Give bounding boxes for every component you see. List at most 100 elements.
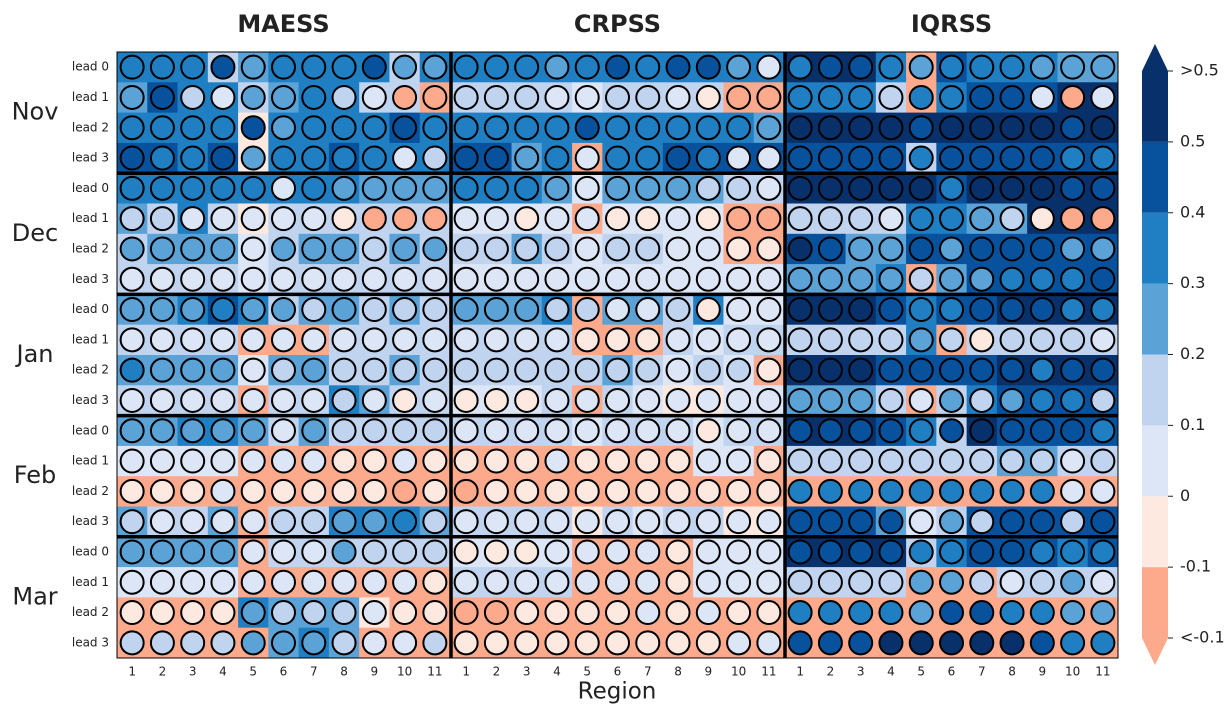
lead-label: lead 0 xyxy=(72,423,109,437)
circle-marker xyxy=(271,539,296,565)
colorbar-segment xyxy=(1142,567,1168,665)
circle-marker xyxy=(361,297,387,323)
circle-marker xyxy=(605,509,630,535)
circle-marker xyxy=(514,387,540,413)
circle-marker xyxy=(453,569,479,595)
circle-marker xyxy=(453,509,479,535)
circle-marker xyxy=(939,84,964,110)
circle-marker xyxy=(180,266,206,292)
colorbar-segment xyxy=(1142,212,1168,284)
circle-marker xyxy=(726,236,752,262)
month-label: Mar xyxy=(12,582,57,610)
circle-marker xyxy=(908,84,934,110)
circle-marker xyxy=(301,54,327,80)
circle-marker xyxy=(665,600,691,626)
circle-marker xyxy=(635,600,661,626)
circle-marker xyxy=(544,327,570,353)
circle-marker xyxy=(605,115,630,141)
circle-marker xyxy=(908,478,934,504)
circle-marker xyxy=(939,175,964,201)
circle-marker xyxy=(908,327,934,353)
circle-marker xyxy=(969,297,995,323)
circle-marker xyxy=(240,630,266,656)
circle-marker xyxy=(665,297,691,323)
circle-marker xyxy=(574,327,600,353)
circle-marker xyxy=(240,357,266,383)
circle-marker xyxy=(695,539,721,565)
circle-marker xyxy=(210,266,236,292)
circle-marker xyxy=(605,539,630,565)
circle-marker xyxy=(574,630,600,656)
circle-marker xyxy=(878,236,904,262)
circle-marker xyxy=(908,54,934,80)
circle-marker xyxy=(240,206,266,232)
circle-marker xyxy=(695,387,721,413)
circle-marker xyxy=(119,84,145,110)
circle-marker xyxy=(119,630,145,656)
circle-marker xyxy=(999,357,1025,383)
circle-marker xyxy=(240,418,266,444)
x-tick-label: 6 xyxy=(280,665,288,679)
circle-marker xyxy=(1060,387,1086,413)
circle-marker xyxy=(665,478,691,504)
circle-marker xyxy=(544,357,570,383)
circle-marker xyxy=(149,569,175,595)
circle-marker xyxy=(756,418,782,444)
circle-marker xyxy=(756,478,782,504)
circle-marker xyxy=(119,206,145,232)
circle-marker xyxy=(878,418,904,444)
circle-marker xyxy=(1090,266,1116,292)
circle-marker xyxy=(665,84,691,110)
circle-marker xyxy=(1029,175,1055,201)
circle-marker xyxy=(331,509,357,535)
circle-marker xyxy=(210,478,236,504)
circle-marker xyxy=(361,600,387,626)
lead-label: lead 1 xyxy=(72,575,109,589)
circle-marker xyxy=(301,600,327,626)
circle-marker xyxy=(665,569,691,595)
circle-marker xyxy=(635,509,661,535)
circle-marker xyxy=(483,297,509,323)
circle-marker xyxy=(726,175,752,201)
circle-marker xyxy=(695,600,721,626)
circle-marker xyxy=(848,297,874,323)
circle-marker xyxy=(149,448,175,474)
circle-marker xyxy=(453,448,479,474)
circle-marker xyxy=(817,539,843,565)
circle-marker xyxy=(1029,478,1055,504)
colorbar-tick-label: 0.2 xyxy=(1180,344,1205,363)
circle-marker xyxy=(149,297,175,323)
circle-marker xyxy=(939,509,964,535)
circle-marker xyxy=(210,509,236,535)
circle-marker xyxy=(422,509,448,535)
circle-marker xyxy=(514,357,540,383)
circle-marker xyxy=(149,509,175,535)
circle-marker xyxy=(999,206,1025,232)
circle-marker xyxy=(392,418,418,444)
circle-marker xyxy=(756,539,782,565)
circle-marker xyxy=(848,478,874,504)
circle-marker xyxy=(119,357,145,383)
circle-marker xyxy=(453,387,479,413)
circle-marker xyxy=(149,539,175,565)
circle-marker xyxy=(149,600,175,626)
circle-marker xyxy=(422,115,448,141)
circle-marker xyxy=(574,236,600,262)
circle-marker xyxy=(422,418,448,444)
lead-label: lead 0 xyxy=(72,302,109,316)
circle-marker xyxy=(756,266,782,292)
circle-marker xyxy=(787,266,813,292)
circle-marker xyxy=(999,478,1025,504)
circle-marker xyxy=(787,297,813,323)
circle-marker xyxy=(635,145,661,171)
circle-marker xyxy=(422,145,448,171)
circle-marker xyxy=(422,206,448,232)
circle-marker xyxy=(514,569,540,595)
x-tick-label: 5 xyxy=(917,665,925,679)
circle-marker xyxy=(969,145,995,171)
circle-marker xyxy=(361,569,387,595)
circle-marker xyxy=(180,175,206,201)
circle-marker xyxy=(574,54,600,80)
circle-marker xyxy=(1090,418,1116,444)
x-tick-label: 2 xyxy=(827,665,835,679)
